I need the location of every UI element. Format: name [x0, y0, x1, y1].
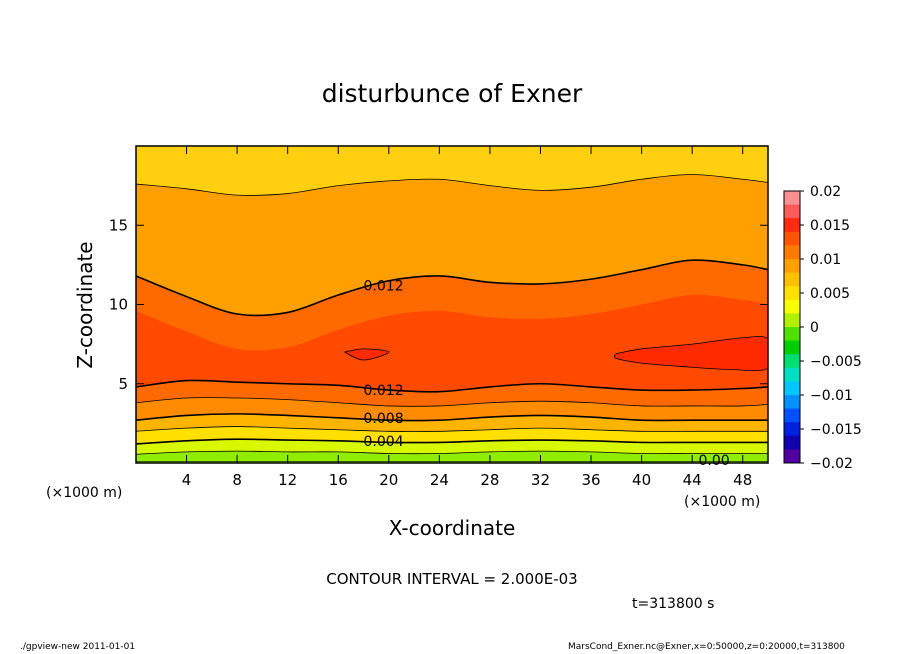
closed-contour-0 — [344, 348, 390, 361]
colorbar-swatch-10 — [784, 327, 800, 342]
colorbar-swatch-8 — [784, 299, 800, 314]
contour-line-0 — [136, 259, 768, 317]
band-high-0 — [344, 348, 389, 360]
contour-labels: 0.012 0.012 0.008 0.004 0.00 — [364, 278, 730, 468]
contour-label-3: 0.004 — [364, 434, 404, 450]
x-unit-right: (×1000 m) — [684, 494, 760, 510]
contour-line-7 — [136, 450, 768, 455]
contour-label-4: 0.00 — [698, 453, 729, 469]
colorbar-swatch-9 — [784, 313, 800, 328]
colorbar-swatch-5 — [784, 259, 800, 274]
colorbar — [783, 190, 801, 464]
colorbar-swatch-17 — [784, 422, 800, 437]
x-tick-label-6: 28 — [480, 471, 499, 489]
colorbar-swatch-0 — [784, 191, 800, 206]
x-tick-label-1: 8 — [232, 471, 242, 489]
x-unit-left: (×1000 m) — [46, 485, 122, 501]
footer-left: ./gpview-new 2011-01-01 — [20, 642, 136, 652]
x-tick-label-0: 4 — [182, 471, 192, 489]
colorbar-swatch-1 — [784, 204, 800, 219]
contour-line-2 — [136, 379, 768, 393]
colorbar-swatch-19 — [784, 449, 800, 464]
time-text: t=313800 s — [632, 596, 714, 612]
footer-right: MarsCond_Exner.nc@Exner,x=0:50000,z=0:20… — [568, 642, 845, 652]
x-tick-label-7: 32 — [531, 471, 550, 489]
contour-line-1 — [136, 174, 768, 196]
x-tick-label-9: 40 — [632, 471, 651, 489]
closed-contour-1 — [614, 335, 768, 372]
colorbar-swatch-12 — [784, 354, 800, 369]
chart-title: disturbunce of Exner — [322, 79, 583, 108]
colorbar-swatch-11 — [784, 340, 800, 355]
colorbar-swatch-2 — [784, 218, 800, 233]
x-tick-label-4: 20 — [379, 471, 398, 489]
x-tick-label-10: 44 — [683, 471, 702, 489]
colorbar-ticks: 0.02 0.015 0.01 0.005 0 −0.005 −0.01 −0.015 −0.0… — [800, 184, 862, 472]
x-axis-ticks: 4 8 12 16 20 24 28 32 36 40 44 48 — [182, 146, 752, 489]
x-tick-label-5: 24 — [430, 471, 449, 489]
contour-label-1: 0.012 — [364, 383, 404, 399]
contour-line-5 — [136, 426, 768, 432]
contour-line-3 — [136, 397, 768, 407]
colorbar-tick-label-4: 0 — [810, 320, 819, 336]
colorbar-swatch-6 — [784, 272, 800, 287]
y-axis-ticks: 5 10 15 — [109, 216, 768, 393]
contour-line-6 — [136, 438, 768, 445]
y-tick-label-1: 10 — [109, 296, 128, 314]
colorbar-swatch-14 — [784, 381, 800, 396]
contour-line-4 — [136, 413, 768, 422]
colorbar-tick-label-7: −0.015 — [810, 422, 862, 438]
x-axis-title: X-coordinate — [389, 516, 516, 540]
colorbar-swatch-7 — [784, 286, 800, 301]
y-tick-label-2: 15 — [109, 216, 128, 234]
colorbar-swatch-13 — [784, 367, 800, 382]
plot-area — [136, 146, 768, 463]
colorbar-swatch-18 — [784, 435, 800, 450]
x-tick-label-8: 36 — [581, 471, 600, 489]
colorbar-tick-label-8: −0.02 — [810, 456, 853, 472]
colorbar-swatch-16 — [784, 408, 800, 423]
colorbar-swatch-3 — [784, 231, 800, 246]
contour-label-2: 0.008 — [364, 411, 404, 427]
colorbar-tick-label-6: −0.01 — [810, 388, 853, 404]
colorbar-swatch-4 — [784, 245, 800, 260]
y-axis-title: Z-coordinate — [73, 241, 97, 368]
colorbar-tick-label-1: 0.015 — [810, 218, 850, 234]
band-low-5 — [136, 451, 768, 463]
colorbar-tick-label-3: 0.005 — [810, 286, 850, 302]
filled-bands — [136, 146, 768, 463]
colorbar-tick-label-0: 0.02 — [810, 184, 841, 200]
contour-lines — [136, 174, 768, 462]
band-high-1 — [614, 336, 768, 371]
x-tick-label-2: 12 — [278, 471, 297, 489]
contour-label-0: 0.012 — [364, 278, 404, 294]
contour-interval-text: CONTOUR INTERVAL = 2.000E-03 — [326, 570, 577, 588]
y-tick-label-0: 5 — [118, 375, 128, 393]
colorbar-tick-label-5: −0.005 — [810, 354, 862, 370]
x-tick-label-11: 48 — [733, 471, 752, 489]
colorbar-swatch-15 — [784, 395, 800, 410]
x-tick-label-3: 16 — [329, 471, 348, 489]
colorbar-tick-label-2: 0.01 — [810, 252, 841, 268]
